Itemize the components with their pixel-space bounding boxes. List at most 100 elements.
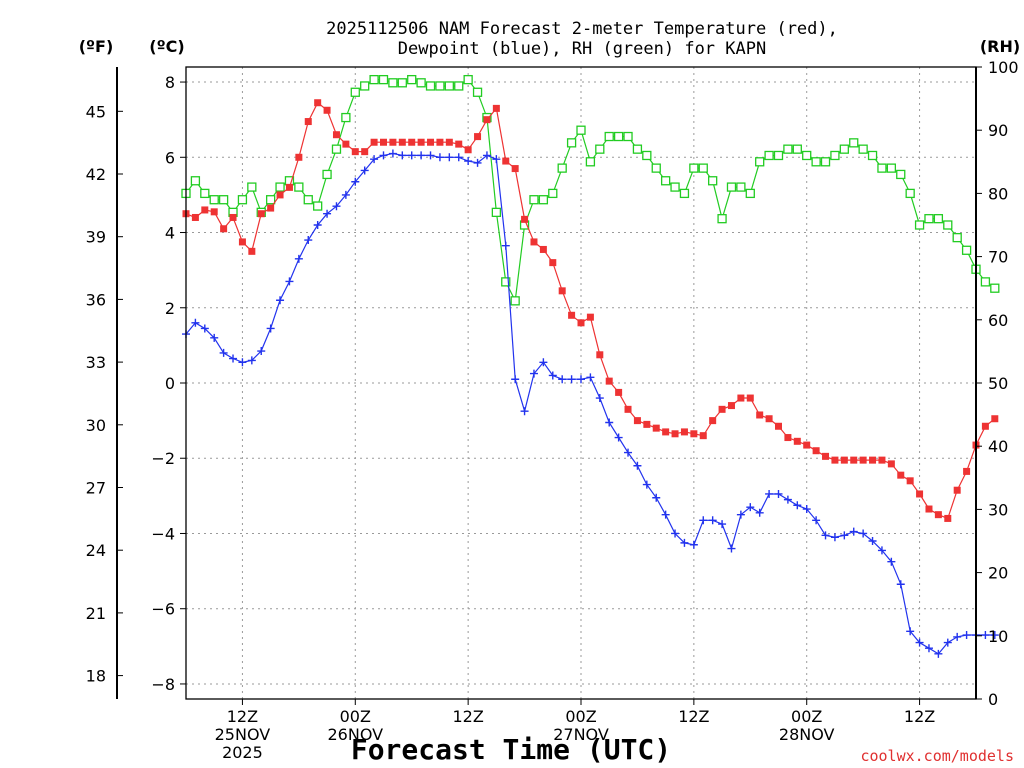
celsius-tick-label: −2 [151,449,175,468]
dewpoint-point [313,221,322,229]
fahrenheit-tick-label: 33 [86,353,106,372]
rh-line [185,78,996,303]
temperature-point [727,402,735,410]
dewpoint-point [304,236,313,245]
rh-point [538,195,549,205]
dewpoint-point [812,516,821,525]
temperature-point [897,471,905,479]
x-tick-label: 00Z [791,707,822,726]
dewpoint-point [859,529,868,538]
temperature-point [238,238,246,246]
rh-point [237,195,248,205]
rh-point [303,195,313,205]
rh-point [585,157,596,167]
rh-point [933,214,944,224]
rh-tick-label: 80 [988,184,1008,203]
celsius-tick-label: −4 [151,524,175,543]
temperature-point [840,456,848,464]
dewpoint-point [501,241,510,250]
dewpoint-point [830,533,839,542]
celsius-tick-label: −8 [151,675,175,694]
rh-tick-label: 30 [988,500,1008,519]
dewpoint-point [323,209,332,218]
temperature-point [455,140,463,148]
x-tick-label: 25NOV [215,725,271,744]
dewpoint-point [962,631,971,640]
dewpoint-point [689,540,698,549]
dewpoint-point [210,333,219,342]
dewpoint-point [990,631,999,640]
dewpoint-point [417,151,426,160]
temperature-point [304,118,312,126]
rh-point [529,195,539,205]
temperature-point [314,99,322,107]
dewpoint-point [736,510,745,519]
x-tick-label: 28NOV [779,725,835,744]
dewpoint-point [953,632,962,641]
temperature-point [511,165,519,173]
temperature-point [464,146,472,154]
temperature-markers [182,99,999,522]
x-tick-label: 12Z [452,707,483,726]
rh-point [331,144,342,154]
temperature-point [492,104,500,112]
rh-tick-label: 20 [988,564,1008,583]
temperature-point [436,138,444,146]
rh-point [773,150,784,161]
dewpoint-point [765,489,774,498]
dewpoint-point [661,510,670,519]
rh-point [632,144,643,154]
x-tick-label: 2025 [222,743,263,762]
rh-point [914,220,925,230]
temperature-point [916,490,924,498]
dewpoint-point [981,631,990,640]
rh-point [961,245,972,255]
dewpoint-point [877,546,886,555]
temperature-point [981,422,989,430]
dewpoint-point [774,489,783,498]
x-tick-label: 12Z [227,707,258,726]
temperature-point [285,183,293,191]
dewpoint-point [652,493,661,502]
rh-point [247,182,257,192]
rh-point [510,296,520,306]
temperature-point [633,417,641,425]
rh-tick-label: 60 [988,311,1008,330]
temperature-point [662,428,670,436]
rh-point [717,214,727,224]
dewpoint-point [802,505,811,514]
dewpoint-point [680,538,689,547]
rh-point [839,144,849,154]
rh-tick-label: 0 [988,690,998,709]
celsius-tick-label: 8 [165,73,175,92]
rh-point [802,150,812,161]
temperature-point [812,447,820,455]
dewpoint-point [633,461,642,470]
dewpoint-point [783,495,792,504]
celsius-tick-label: −6 [151,600,175,619]
temperature-point [521,215,529,223]
rh-point [943,220,953,230]
dewpoint-point [567,375,576,384]
dewpoint-point [727,544,736,553]
dewpoint-point [755,508,764,517]
rh-point [623,131,633,142]
temperature-point [539,245,547,253]
rh-point [745,188,755,199]
dewpoint-point [285,277,294,286]
dewpoint-point [257,347,266,356]
temperature-point [417,138,425,146]
celsius-tick-label: 2 [165,299,175,318]
dewpoint-point [473,158,482,167]
rh-point [200,188,210,199]
rh-point [689,163,699,173]
temperature-point [746,394,754,402]
rh-unit-label: (RH) [980,37,1020,56]
rh-point [896,169,906,180]
rh-point [463,74,473,85]
dewpoint-point [238,358,247,367]
dewpoint-point [407,151,416,160]
temperature-point [380,138,387,146]
temperature-point [530,238,538,246]
